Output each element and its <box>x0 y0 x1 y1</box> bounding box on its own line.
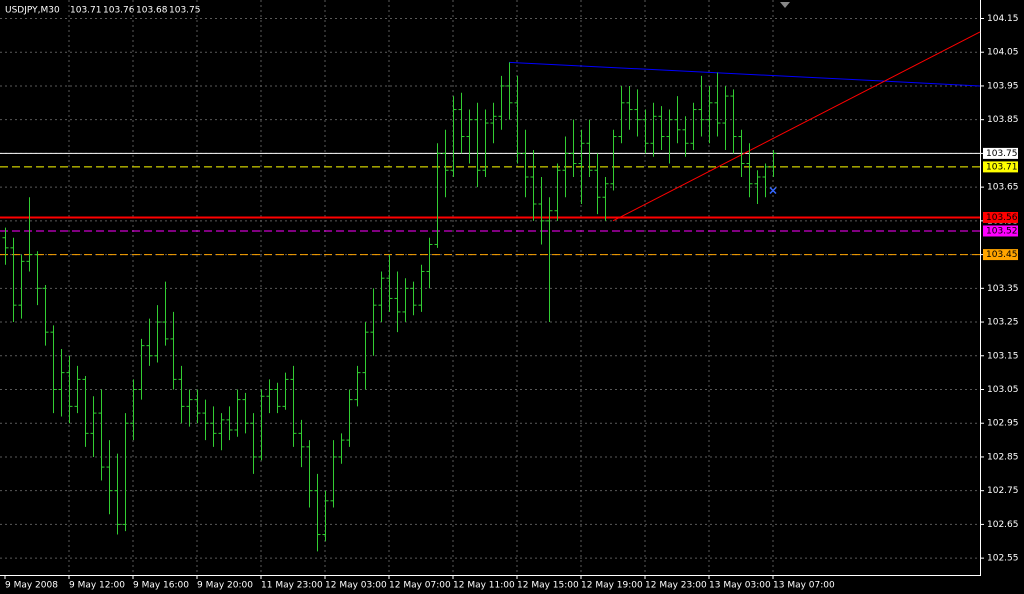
x-tick-label: 9 May 2008 <box>5 581 58 591</box>
price-label: 103.71 <box>986 162 1018 172</box>
quote-close: 103.75 <box>169 6 201 16</box>
trendline <box>508 61 981 87</box>
x-tick-label: 12 May 15:00 <box>517 581 579 591</box>
x-tick-label: 9 May 12:00 <box>69 581 125 591</box>
chart-title: USDJPY,M30 <box>5 6 60 16</box>
price-label: 103.52 <box>986 226 1018 236</box>
x-tick-label: 9 May 20:00 <box>197 581 253 591</box>
x-tick-label: 9 May 16:00 <box>133 581 189 591</box>
x-tick-label: 12 May 23:00 <box>645 581 707 591</box>
quote-open: 103.71 <box>70 6 102 16</box>
y-tick-label: 104.05 <box>987 48 1019 58</box>
y-tick-label: 102.65 <box>987 520 1019 530</box>
y-tick-label: 102.55 <box>987 554 1019 564</box>
y-tick-label: 103.05 <box>987 385 1019 395</box>
quote-high: 103.76 <box>103 6 135 16</box>
y-tick-label: 103.35 <box>987 284 1019 294</box>
quote-low: 103.68 <box>136 6 168 16</box>
y-tick-label: 104.15 <box>987 14 1019 24</box>
y-tick-label: 103.25 <box>987 318 1019 328</box>
price-label-box <box>983 161 1018 173</box>
x-tick-label: 12 May 11:00 <box>453 581 515 591</box>
x-tick-label: 12 May 03:00 <box>325 581 387 591</box>
y-tick-label: 103.95 <box>987 81 1019 91</box>
y-tick-label: 102.85 <box>987 452 1019 462</box>
y-tick-label: 103.15 <box>987 351 1019 361</box>
trendline <box>612 31 981 222</box>
marker <box>769 186 777 195</box>
y-tick-label: 102.95 <box>987 419 1019 429</box>
x-tick-label: 11 May 23:00 <box>261 581 323 591</box>
x-tick-label: 13 May 07:00 <box>773 581 835 591</box>
x-tick-label: 12 May 07:00 <box>389 581 451 591</box>
y-tick-label: 102.75 <box>987 486 1019 496</box>
price-label: 103.56 <box>986 213 1018 223</box>
price-label-box <box>983 225 1018 237</box>
y-tick-label: 103.85 <box>987 115 1019 125</box>
price-label-box <box>983 249 1018 261</box>
price-label-box <box>983 211 1018 223</box>
x-tick-label: 12 May 19:00 <box>581 581 643 591</box>
price-label: 103.45 <box>986 250 1018 260</box>
price-label: 103.75 <box>986 149 1018 159</box>
price-label-box <box>983 147 1018 159</box>
y-tick-label: 103.65 <box>987 183 1019 193</box>
x-tick-label: 13 May 03:00 <box>709 581 771 591</box>
shift-marker <box>780 2 790 8</box>
